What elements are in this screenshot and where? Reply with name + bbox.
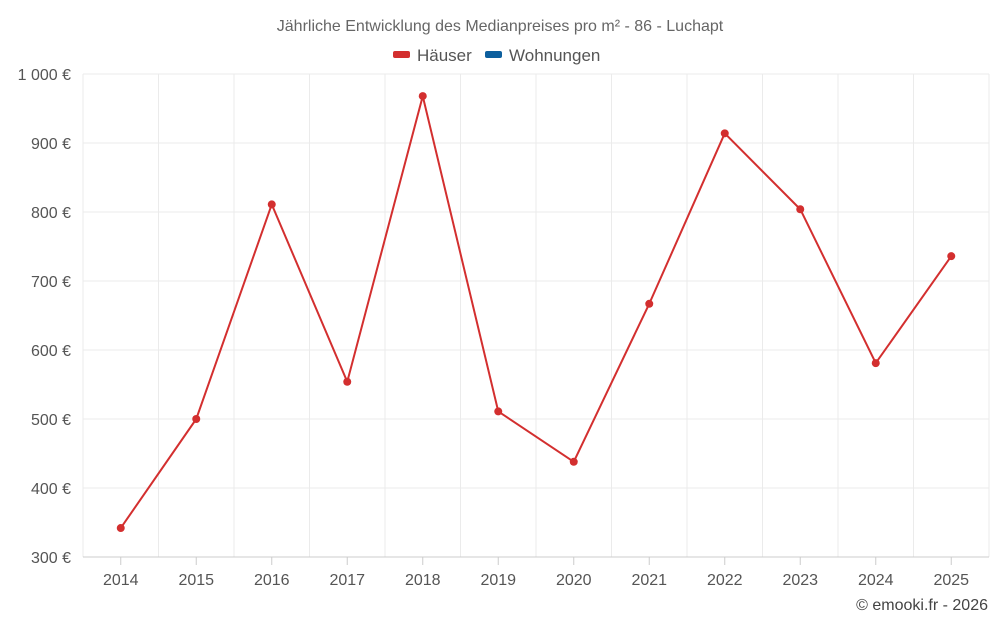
x-tick-label: 2017 [329,572,365,589]
y-tick-label: 900 € [31,136,71,153]
y-tick-label: 500 € [31,412,71,429]
series-haeuser [116,92,956,533]
x-tick-label: 2016 [254,572,290,589]
x-tick-label: 2018 [405,572,441,589]
data-point-haeuser[interactable] [418,92,427,101]
data-point-haeuser[interactable] [569,457,578,466]
x-tick-label: 2020 [556,572,592,589]
y-tick-label: 300 € [31,550,71,567]
legend-label-wohnungen: Wohnungen [509,46,600,65]
x-tick-label: 2024 [858,572,894,589]
grid [82,73,990,558]
data-point-haeuser[interactable] [645,299,654,308]
x-tick-label: 2015 [178,572,214,589]
data-point-haeuser[interactable] [720,129,729,138]
data-point-haeuser[interactable] [947,252,956,261]
legend-swatch-haeuser [393,51,410,58]
x-tick-label: 2021 [631,572,667,589]
data-point-haeuser[interactable] [871,359,880,368]
y-tick-label: 700 € [31,274,71,291]
x-tick-label: 2019 [480,572,516,589]
legend-item-wohnungen[interactable]: Wohnungen [485,46,600,65]
data-point-haeuser[interactable] [343,377,352,386]
y-tick-label: 600 € [31,343,71,360]
data-point-haeuser[interactable] [494,407,503,416]
legend-swatch-wohnungen [485,51,502,58]
y-tick-label: 1 000 € [18,67,71,84]
y-tick-label: 800 € [31,205,71,222]
y-axis-ticks: 300 € 400 € 500 € 600 € 700 € 800 € 900 € 1 000… [18,67,71,567]
legend-label-haeuser: Häuser [417,46,472,65]
data-point-haeuser[interactable] [192,415,201,423]
x-tick-label: 2023 [782,572,818,589]
credit-text: © emooki.fr - 2026 [856,597,988,614]
data-point-haeuser[interactable] [267,200,276,209]
y-tick-label: 400 € [31,481,71,498]
x-tick-label: 2022 [707,572,743,589]
x-axis-ticks: 2014 2015 2016 2017 2018 2019 2020 2021 2022 2023… [103,557,969,589]
series-line-haeuser [119,95,953,529]
x-tick-label: 2025 [933,572,969,589]
data-point-haeuser[interactable] [796,205,805,214]
data-point-haeuser[interactable] [116,524,125,533]
x-tick-label: 2014 [103,572,139,589]
chart-title: Jährliche Entwicklung des Medianpreises … [277,18,724,35]
legend: Häuser Wohnungen [393,46,600,65]
legend-item-haeuser[interactable]: Häuser [393,46,472,65]
